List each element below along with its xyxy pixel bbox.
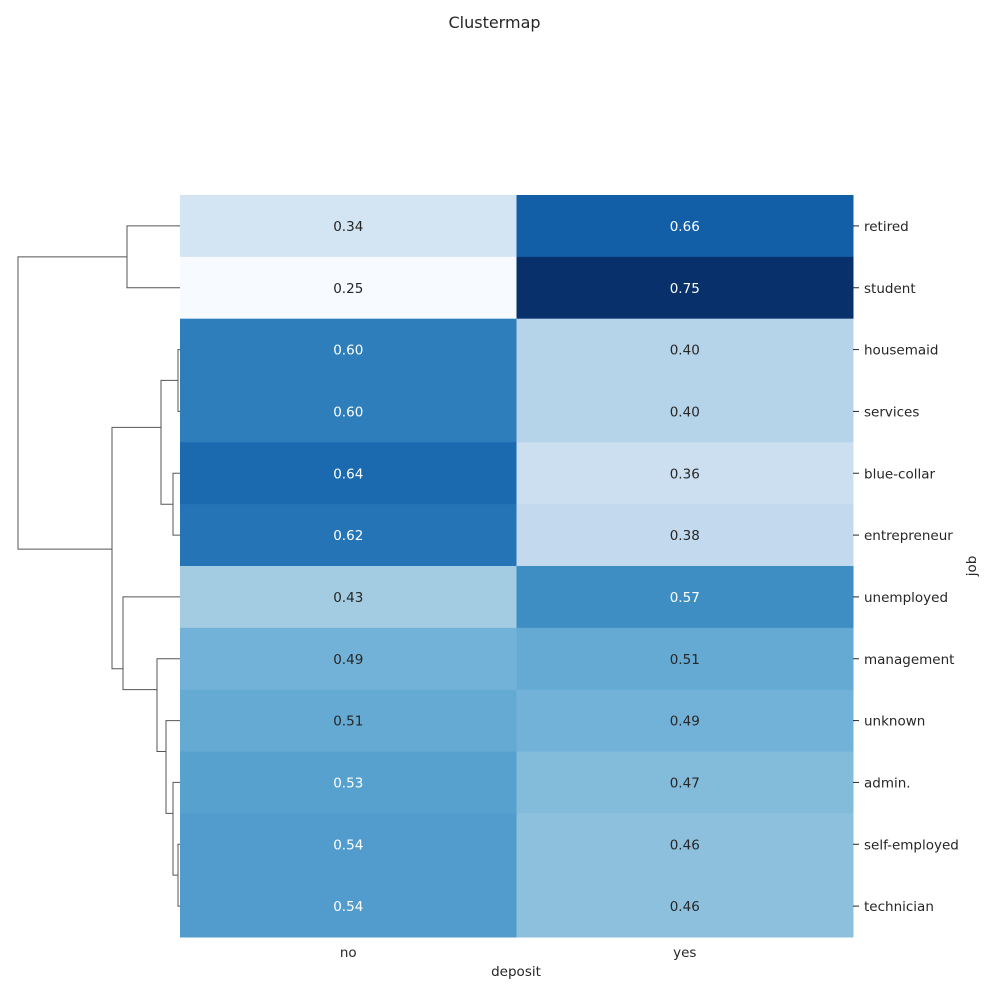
cell-value-label: 0.46 xyxy=(670,837,700,853)
heatmap-cell xyxy=(516,875,854,938)
cell-value-label: 0.49 xyxy=(333,652,363,668)
row-tick-label: self-employed xyxy=(864,837,959,853)
cell-value-label: 0.46 xyxy=(670,899,700,915)
heatmap-cell xyxy=(516,318,854,381)
heatmap-cell xyxy=(180,813,517,876)
dendrogram-link xyxy=(156,658,180,752)
cell-value-label: 0.25 xyxy=(333,281,363,297)
cell-value-label: 0.54 xyxy=(333,837,363,853)
cell-value-label: 0.51 xyxy=(670,652,700,668)
heatmap-cell xyxy=(180,751,517,814)
y-axis-label: job xyxy=(964,556,980,578)
heatmap-cell xyxy=(516,813,854,876)
row-tick-label: student xyxy=(864,281,916,297)
heatmap-cell xyxy=(180,875,517,938)
cell-value-label: 0.43 xyxy=(333,590,363,606)
row-dendrogram xyxy=(17,225,180,907)
dendrogram-link xyxy=(126,225,180,289)
heatmap-cell xyxy=(516,504,854,567)
row-tick-label: entrepreneur xyxy=(864,528,953,544)
row-tick-label: unemployed xyxy=(864,590,948,606)
cell-value-label: 0.66 xyxy=(670,219,700,235)
cell-value-label: 0.64 xyxy=(333,466,363,482)
heatmap-cell xyxy=(180,380,517,443)
heatmap-cell xyxy=(180,442,517,505)
heatmap-cell xyxy=(180,689,517,752)
cell-value-label: 0.75 xyxy=(670,281,700,297)
cell-value-label: 0.60 xyxy=(333,404,363,420)
column-tick-label: no xyxy=(340,945,357,961)
dendrogram-link xyxy=(122,596,180,691)
chart-title: Clustermap xyxy=(448,13,540,32)
cell-value-label: 0.62 xyxy=(333,528,363,544)
heatmap-cell xyxy=(180,195,517,258)
row-tick-label: housemaid xyxy=(864,343,938,359)
row-tick-label: admin. xyxy=(864,775,911,791)
dendrogram-link xyxy=(172,781,180,876)
heatmap-cell-labels: 0.34 0.66 0.25 0.75 0.60 0.40 0.60 0.40 0.64 0.36… xyxy=(333,219,700,915)
heatmap-cell xyxy=(516,256,854,320)
heatmap-cell xyxy=(180,318,517,381)
row-tick-label: technician xyxy=(864,899,934,915)
row-tick-label: unknown xyxy=(864,714,925,730)
cell-value-label: 0.60 xyxy=(333,343,363,359)
cell-value-label: 0.54 xyxy=(333,899,363,915)
dendrogram-link xyxy=(17,256,127,550)
dendrogram-link xyxy=(177,349,180,412)
column-tick-labels: no yes xyxy=(340,945,697,961)
heatmap-cell xyxy=(180,566,517,629)
cell-value-label: 0.40 xyxy=(670,343,700,359)
heatmap-cell xyxy=(516,566,854,629)
heatmap-cell xyxy=(180,627,517,691)
heatmap-cell xyxy=(516,627,854,691)
cell-value-label: 0.57 xyxy=(670,590,700,606)
heatmap-cell xyxy=(180,504,517,567)
heatmap-cells xyxy=(180,195,854,938)
heatmap-cell xyxy=(516,380,854,443)
heatmap-cell xyxy=(516,689,854,752)
cell-value-label: 0.38 xyxy=(670,528,700,544)
cell-value-label: 0.51 xyxy=(333,714,363,730)
column-tick-label: yes xyxy=(673,945,696,961)
x-axis-label: deposit xyxy=(491,964,541,980)
dendrogram-link xyxy=(160,379,178,505)
dendrogram-link xyxy=(165,720,180,814)
heatmap-cell xyxy=(516,751,854,814)
cell-value-label: 0.36 xyxy=(670,466,700,482)
cell-value-label: 0.49 xyxy=(670,714,700,730)
heatmap-cell xyxy=(516,195,854,258)
dendrogram-link xyxy=(172,472,180,536)
heatmap-cell xyxy=(180,256,517,320)
heatmap-cell xyxy=(516,442,854,505)
cell-value-label: 0.40 xyxy=(670,404,700,420)
row-tick-label: management xyxy=(864,652,954,668)
cell-value-label: 0.47 xyxy=(670,775,700,791)
dendrogram-link xyxy=(111,426,161,670)
dendrogram-link xyxy=(177,843,180,907)
cell-value-label: 0.34 xyxy=(333,219,363,235)
cell-value-label: 0.53 xyxy=(333,775,363,791)
row-tick-label: services xyxy=(864,404,919,420)
row-tick-labels: retired student housemaid services blue-coll… xyxy=(853,219,959,915)
row-tick-label: retired xyxy=(864,219,909,235)
row-tick-label: blue-collar xyxy=(864,466,936,482)
